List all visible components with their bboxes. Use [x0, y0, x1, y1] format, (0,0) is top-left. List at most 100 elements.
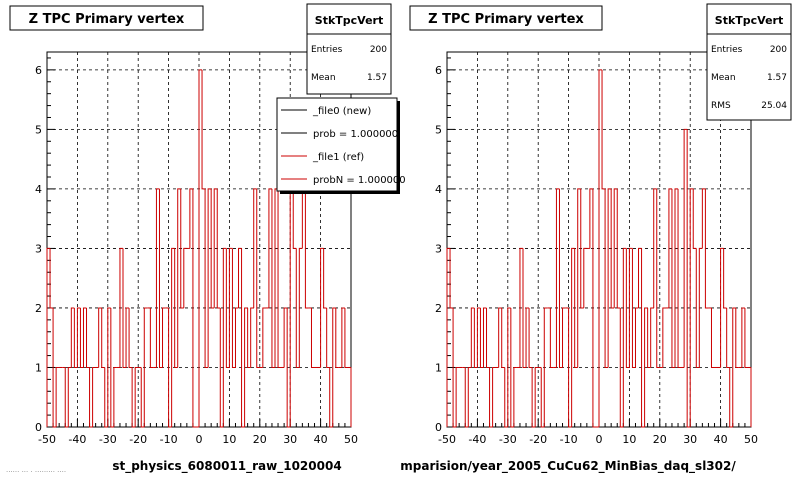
y-tick-label: 3	[435, 242, 442, 255]
histogram-bin	[686, 129, 691, 428]
histogram-bin	[183, 247, 187, 308]
histogram-bin	[504, 367, 508, 428]
histogram-bin	[140, 367, 145, 428]
histogram-bin	[329, 367, 333, 428]
histogram-bin	[455, 366, 460, 427]
y-tick-label: 2	[435, 302, 442, 315]
x-tick-label: -50	[38, 433, 56, 446]
y-tick-label: 0	[435, 421, 442, 434]
histogram-bin	[613, 188, 618, 308]
histogram-bin	[76, 307, 81, 368]
histogram-bin	[601, 69, 606, 190]
histogram-bin	[692, 188, 697, 249]
histogram-bin	[268, 188, 272, 308]
histogram-bin	[644, 307, 648, 427]
histogram-bin	[744, 307, 748, 368]
histogram-bin	[125, 307, 130, 368]
histogram-bin	[492, 366, 496, 427]
histogram-bin	[674, 188, 679, 368]
x-tick-label: 30	[683, 433, 697, 446]
histogram-bin	[177, 188, 181, 368]
y-tick-label: 3	[35, 242, 42, 255]
histogram-bin	[568, 307, 572, 428]
histogram-bin	[158, 188, 163, 368]
histogram-bin	[231, 248, 236, 368]
x-tick-label: 40	[314, 433, 328, 446]
x-tick-label: -20	[529, 433, 547, 446]
histogram-bin	[464, 367, 469, 428]
chart-title: Z TPC Primary vertex	[29, 12, 185, 27]
histogram-bin	[558, 188, 563, 368]
stats-mean-value: 1.57	[767, 73, 787, 83]
histogram-bin	[616, 188, 621, 309]
histogram-bin	[732, 307, 736, 427]
histogram-bin	[310, 307, 315, 368]
stats-rms-label: RMS	[711, 101, 731, 111]
stats-mean-value: 1.57	[367, 73, 387, 83]
histogram-bin	[446, 247, 451, 427]
histogram-bin	[295, 248, 300, 368]
x-axis-label: st_physics_6080011_raw_1020004	[112, 459, 341, 474]
histogram-bin	[92, 366, 96, 427]
y-tick-label: 6	[435, 64, 442, 77]
histogram-bin	[222, 247, 227, 427]
histogram-bin	[486, 307, 490, 368]
left-histogram-pad: -50 -40 -30 -20 -10 0 10 20 30 40 50 0 1 2 3 4 5 6 Z TPC P…	[9, 3, 406, 474]
stats-mean-label: Mean	[311, 73, 336, 83]
stats-box	[306, 3, 392, 95]
histogram-bin	[198, 69, 203, 427]
histogram-bin	[549, 307, 554, 368]
histogram-bin	[180, 188, 184, 309]
histogram-bin	[149, 307, 154, 368]
x-tick-label: 30	[283, 433, 297, 446]
histogram-bin	[244, 307, 248, 427]
histogram-bin	[534, 366, 539, 427]
title-box	[409, 5, 603, 31]
histogram-bin	[452, 307, 457, 428]
histogram-bin	[641, 248, 645, 428]
y-tick-label: 2	[35, 302, 42, 315]
histogram-bin	[656, 188, 660, 368]
histogram-bin	[525, 307, 530, 368]
histogram-bin	[155, 188, 160, 368]
histogram-bin	[726, 307, 730, 368]
histogram-bin	[304, 188, 309, 309]
x-axis-label: mparision/year_2005_CuCu62_MinBias_daq_s…	[400, 459, 736, 474]
x-tick-label: 40	[714, 433, 728, 446]
histogram-bin	[604, 188, 609, 368]
stats-entries-label: Entries	[711, 45, 743, 55]
x-tick-label: 10	[622, 433, 636, 446]
histogram-bin	[638, 247, 642, 308]
histogram-bin	[589, 188, 593, 249]
histogram-series	[46, 69, 352, 428]
histogram-bin	[241, 248, 245, 428]
histogram-bin	[189, 188, 193, 249]
histogram-bin	[498, 307, 502, 368]
histogram-bin	[473, 307, 478, 368]
histogram-bin	[519, 247, 523, 368]
histogram-bin	[283, 307, 288, 368]
y-tick-label: 5	[435, 123, 442, 136]
histogram-bin	[543, 307, 548, 427]
histogram-bin	[653, 188, 657, 308]
histogram-bin	[168, 307, 172, 428]
x-tick-label: -10	[160, 433, 178, 446]
histogram-bin	[277, 188, 282, 368]
histogram-bin	[476, 307, 481, 368]
legend-entry-label: _file0 (new)	[312, 106, 371, 117]
histogram-bin	[143, 307, 148, 427]
histogram-bin	[110, 307, 114, 428]
histogram-bin	[174, 248, 178, 368]
histogram-bin	[253, 188, 257, 308]
histogram-bin	[619, 307, 624, 428]
histogram-bin	[677, 188, 682, 368]
histogram-bin	[219, 307, 224, 428]
histogram-bin	[631, 248, 636, 368]
stats-entries-value: 200	[370, 45, 387, 55]
footer-text: ...... ... . ......... ....	[6, 466, 66, 474]
histogram-bin	[720, 247, 724, 368]
histogram-bin	[574, 248, 578, 368]
histogram-bin	[671, 188, 675, 368]
histogram-bin	[320, 247, 324, 368]
legend-entry-label: probN = 1.000000	[313, 175, 406, 186]
